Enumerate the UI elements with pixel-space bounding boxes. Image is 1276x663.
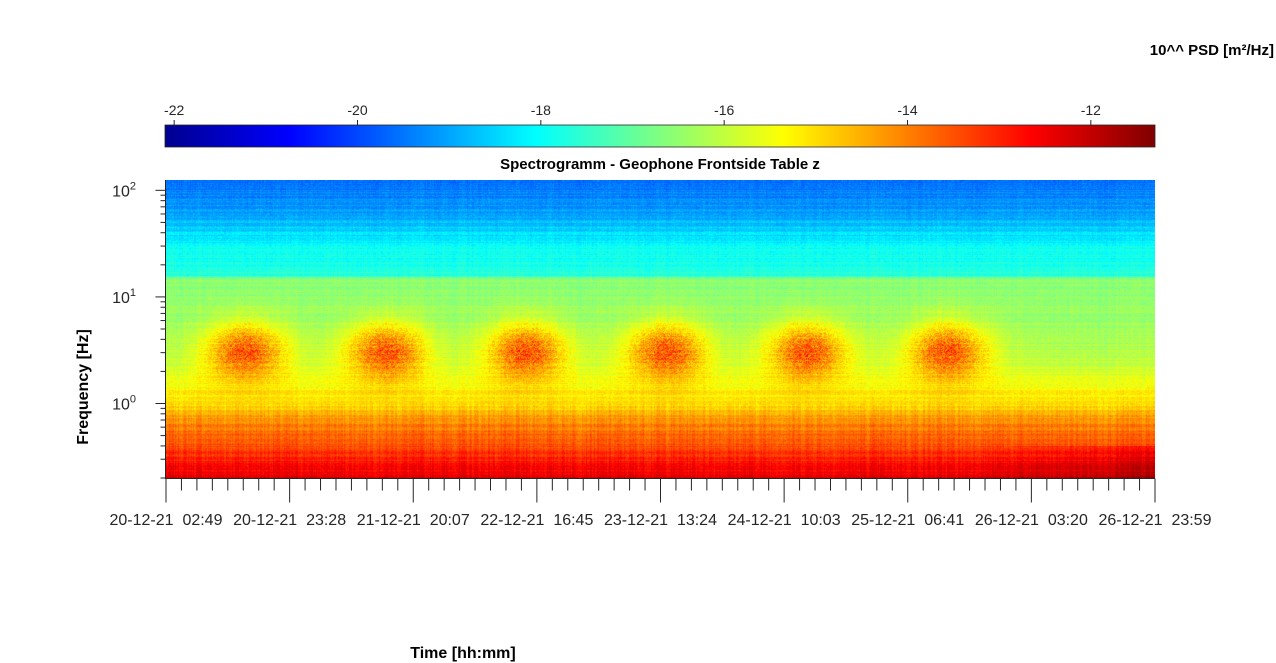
colorbar-gradient	[164, 124, 1156, 148]
x-axis-label: Time [hh:mm]	[410, 645, 515, 662]
colorbar-ticks: -22 -20 -18 -16 -14 -12	[164, 102, 1101, 125]
x-tick-label: 26-12-21 03:20	[975, 512, 1088, 529]
colorbar-tick-label: -14	[897, 102, 917, 118]
y-tick-label: 101	[112, 287, 136, 307]
colorbar-label: 10^^ PSD [m²/Hz]	[1150, 42, 1274, 59]
x-tick-label: 26-12-21 23:59	[1099, 512, 1212, 529]
chart-title: Spectrogramm - Geophone Frontside Table …	[500, 156, 820, 173]
x-tick-label: 20-12-21 23:28	[233, 512, 346, 529]
y-tick-base: 10	[112, 183, 130, 200]
y-tick-label: 102	[112, 180, 136, 200]
x-tick-label: 21-12-21 20:07	[357, 512, 470, 529]
x-tick-label: 23-12-21 13:24	[604, 512, 717, 529]
y-tick-label: 100	[112, 394, 136, 414]
colorbar-tick-label: -22	[164, 102, 184, 118]
colorbar-tick-label: -20	[347, 102, 367, 118]
y-tick-base: 10	[112, 290, 130, 307]
x-tick-label: 25-12-21 06:41	[851, 512, 964, 529]
x-tick-label: 24-12-21 10:03	[728, 512, 841, 529]
x-tick-label: 22-12-21 16:45	[480, 512, 593, 529]
y-tick-exponent: 2	[130, 180, 136, 192]
y-tick-base: 10	[112, 397, 130, 414]
x-tick-label: 20-12-21 02:49	[110, 512, 223, 529]
colorbar-tick-label: -18	[531, 102, 551, 118]
y-tick-exponent: 0	[130, 394, 136, 406]
colorbar: -22 -20 -18 -16 -14 -12 10^^ PSD [m²/Hz]	[164, 42, 1274, 148]
plot-area	[166, 180, 1155, 478]
colorbar-tick-label: -12	[1081, 102, 1101, 118]
x-axis: 20-12-21 02:49 20-12-21 23:28 21-12-21 20:…	[110, 478, 1212, 529]
y-tick-exponent: 1	[130, 287, 136, 299]
colorbar-tick-label: -16	[714, 102, 734, 118]
spectrogram-heatmap	[166, 180, 1155, 478]
y-axis-label: Frequency [Hz]	[75, 329, 92, 445]
